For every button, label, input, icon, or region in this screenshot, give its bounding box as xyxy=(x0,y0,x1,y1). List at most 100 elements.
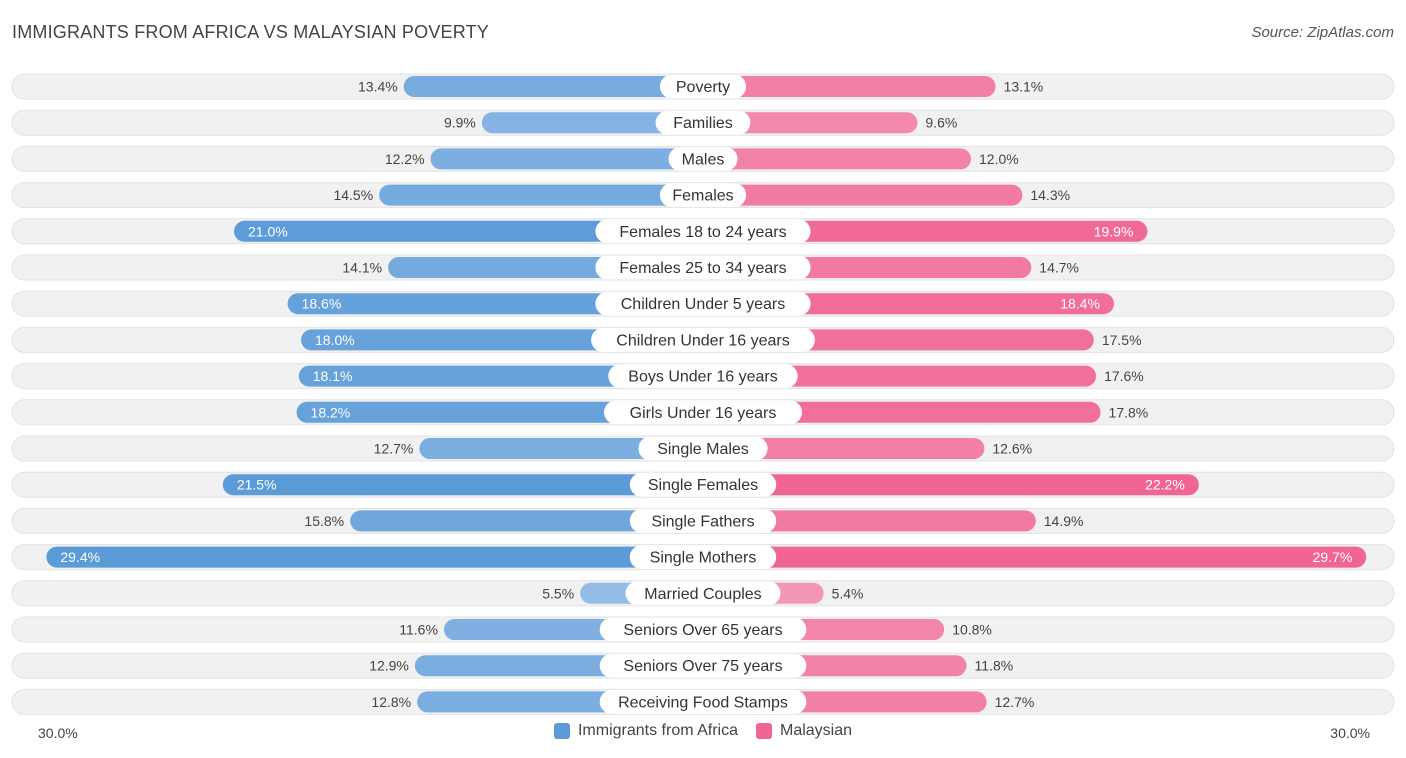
value-label-africa: 14.5% xyxy=(333,187,373,203)
category-label: Married Couples xyxy=(644,586,761,603)
value-label-africa: 18.6% xyxy=(302,296,342,312)
category-label: Seniors Over 75 years xyxy=(623,658,782,675)
category-label-background xyxy=(608,364,798,389)
value-label-malaysian: 12.0% xyxy=(979,151,1019,167)
category-label-background xyxy=(629,545,777,570)
bar-malaysian xyxy=(703,220,1148,242)
value-label-africa: 14.1% xyxy=(342,260,382,276)
bar-africa xyxy=(296,401,703,423)
category-label-background xyxy=(655,110,751,135)
category-label: Poverty xyxy=(676,79,730,96)
bar-malaysian xyxy=(703,438,985,459)
legend-label-malaysian: Malaysian xyxy=(780,722,853,739)
value-label-malaysian: 17.6% xyxy=(1104,368,1144,384)
category-label-background xyxy=(625,581,781,606)
category-label-background xyxy=(659,183,747,208)
bar-malaysian xyxy=(703,148,971,170)
bar-africa xyxy=(222,474,704,496)
category-label-background xyxy=(629,472,777,497)
category-label-background xyxy=(599,653,807,678)
value-label-malaysian: 12.6% xyxy=(992,441,1032,457)
category-label: Females 25 to 34 years xyxy=(619,260,786,277)
value-label-malaysian: 5.4% xyxy=(832,585,864,601)
value-label-africa: 12.9% xyxy=(369,658,409,674)
category-label: Children Under 5 years xyxy=(621,296,786,313)
value-label-malaysian: 18.4% xyxy=(1060,296,1100,312)
bar-africa xyxy=(419,438,703,459)
axis-max-label: 30.0% xyxy=(1330,725,1370,741)
category-label: Single Fathers xyxy=(651,513,754,530)
bar-africa xyxy=(234,220,703,242)
category-label-background xyxy=(591,327,815,352)
value-label-malaysian: 10.8% xyxy=(952,622,992,638)
category-label: Females xyxy=(672,188,733,205)
bar-malaysian xyxy=(703,112,918,134)
legend: Immigrants from Africa Malaysian xyxy=(0,722,1406,740)
category-label: Seniors Over 65 years xyxy=(623,622,782,639)
value-label-malaysian: 17.5% xyxy=(1102,332,1142,348)
bar-africa xyxy=(46,546,703,568)
legend-swatch-malaysian xyxy=(756,723,772,739)
bar-malaysian xyxy=(703,365,1097,387)
value-label-malaysian: 14.9% xyxy=(1044,513,1084,529)
value-label-africa: 12.2% xyxy=(385,151,425,167)
category-label: Females 18 to 24 years xyxy=(619,224,786,241)
category-label-background xyxy=(595,291,811,316)
bar-malaysian xyxy=(703,76,996,97)
value-label-africa: 5.5% xyxy=(542,585,574,601)
value-label-malaysian: 11.8% xyxy=(975,658,1014,674)
category-label-background xyxy=(629,508,777,533)
value-label-malaysian: 17.8% xyxy=(1109,404,1149,420)
bar-africa xyxy=(430,148,703,170)
legend-label-africa: Immigrants from Africa xyxy=(577,722,738,739)
bar-malaysian xyxy=(703,474,1199,496)
value-label-malaysian: 14.3% xyxy=(1030,187,1070,203)
value-label-malaysian: 13.1% xyxy=(1004,79,1044,95)
category-label: Boys Under 16 years xyxy=(628,369,777,386)
legend-swatch-africa xyxy=(553,723,570,739)
axis-min-label: 30.0% xyxy=(38,725,78,741)
value-label-malaysian: 9.6% xyxy=(925,115,957,131)
value-label-africa: 18.0% xyxy=(315,332,355,348)
category-label-background xyxy=(599,617,807,642)
category-label: Children Under 16 years xyxy=(616,332,789,349)
category-label-background xyxy=(595,219,811,244)
category-label-background xyxy=(668,146,738,171)
legend-item-africa[interactable]: Immigrants from Africa xyxy=(553,722,738,740)
bar-africa xyxy=(298,365,703,387)
value-label-africa: 29.4% xyxy=(60,549,100,565)
value-label-africa: 15.8% xyxy=(304,513,344,529)
category-label-background xyxy=(659,74,747,99)
category-label: Girls Under 16 years xyxy=(630,405,777,422)
value-label-malaysian: 22.2% xyxy=(1145,477,1185,493)
chart-source: Source: ZipAtlas.com xyxy=(1251,24,1394,41)
value-label-africa: 9.9% xyxy=(444,115,476,131)
category-label: Receiving Food Stamps xyxy=(618,694,788,711)
category-label: Single Mothers xyxy=(650,550,757,567)
chart-area: 13.4% 13.1% Poverty 9.9% 9.6% Families 12.2% 12… xyxy=(11,73,1395,715)
value-label-malaysian: 29.7% xyxy=(1313,549,1353,565)
value-label-africa: 11.6% xyxy=(399,622,438,638)
bar-africa xyxy=(350,510,703,532)
category-label-background xyxy=(595,255,811,280)
value-label-malaysian: 14.7% xyxy=(1039,260,1079,276)
bar-africa xyxy=(403,76,703,97)
value-label-africa: 18.2% xyxy=(311,404,351,420)
category-label: Males xyxy=(682,151,725,168)
bar-malaysian xyxy=(703,546,1367,568)
category-label-background xyxy=(599,689,807,714)
bar-africa xyxy=(481,112,703,134)
value-label-africa: 18.1% xyxy=(313,368,353,384)
bar-malaysian xyxy=(703,184,1023,206)
value-label-africa: 21.5% xyxy=(237,477,277,493)
category-label-background xyxy=(638,436,768,461)
bar-malaysian xyxy=(703,510,1036,532)
bar-malaysian xyxy=(703,401,1101,423)
category-label: Single Males xyxy=(657,441,749,458)
value-label-malaysian: 12.7% xyxy=(995,694,1035,710)
value-label-africa: 12.8% xyxy=(371,694,411,710)
value-label-africa: 12.7% xyxy=(374,441,414,457)
bar-africa xyxy=(379,184,703,206)
value-label-africa: 21.0% xyxy=(248,223,288,239)
legend-item-malaysian[interactable]: Malaysian xyxy=(756,722,852,740)
